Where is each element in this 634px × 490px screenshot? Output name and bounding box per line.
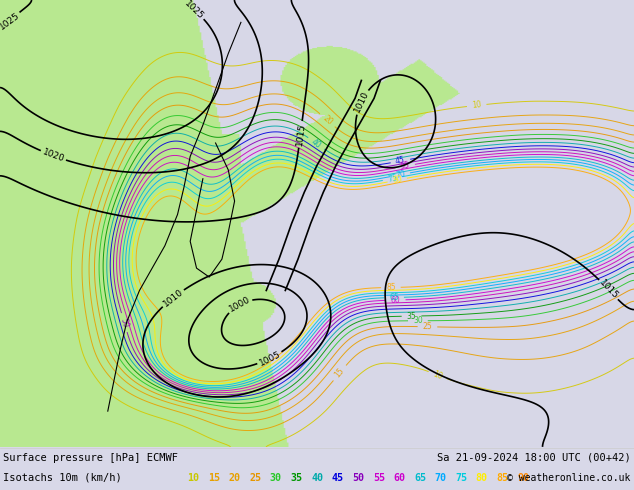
Text: © weatheronline.co.uk: © weatheronline.co.uk [507, 473, 631, 483]
Text: 75: 75 [387, 173, 398, 184]
Text: 30: 30 [413, 316, 423, 325]
Text: 65: 65 [414, 473, 426, 483]
Text: 10: 10 [472, 100, 482, 110]
Text: Surface pressure [hPa] ECMWF: Surface pressure [hPa] ECMWF [3, 453, 178, 463]
Text: 80: 80 [476, 473, 488, 483]
Text: 40: 40 [311, 473, 323, 483]
Text: 60: 60 [391, 295, 401, 305]
Text: 20: 20 [321, 114, 334, 127]
Text: 45: 45 [332, 473, 344, 483]
Text: 30: 30 [270, 473, 281, 483]
Text: 15: 15 [208, 473, 220, 483]
Text: 1010: 1010 [353, 90, 370, 114]
Text: 55: 55 [399, 161, 411, 171]
Text: 70: 70 [394, 170, 406, 180]
Text: Sa 21-09-2024 18:00 UTC (00+42): Sa 21-09-2024 18:00 UTC (00+42) [437, 453, 631, 463]
Text: 1010: 1010 [161, 287, 184, 309]
Text: 45: 45 [395, 156, 406, 166]
Text: 35: 35 [290, 473, 302, 483]
Text: 60: 60 [394, 473, 405, 483]
Text: 1020: 1020 [41, 147, 65, 164]
Text: 10: 10 [188, 473, 199, 483]
Text: 1000: 1000 [228, 295, 252, 314]
Text: 90: 90 [517, 473, 529, 483]
Text: 75: 75 [455, 473, 467, 483]
Text: 1015: 1015 [295, 122, 306, 147]
Text: 10: 10 [432, 369, 444, 381]
Text: 1015: 1015 [597, 278, 620, 301]
Text: 85: 85 [496, 473, 508, 483]
Text: 50: 50 [119, 317, 130, 328]
Text: 35: 35 [406, 312, 417, 320]
Text: 50: 50 [353, 473, 364, 483]
Text: 85: 85 [386, 283, 396, 292]
Text: 55: 55 [373, 473, 385, 483]
Text: 1025: 1025 [183, 0, 205, 21]
Text: 25: 25 [249, 473, 261, 483]
Text: 15: 15 [333, 367, 346, 380]
Text: 80: 80 [392, 175, 403, 185]
Text: 25: 25 [422, 322, 432, 331]
Text: Isotachs 10m (km/h): Isotachs 10m (km/h) [3, 473, 128, 483]
Text: 40: 40 [310, 137, 323, 150]
Text: 65: 65 [389, 293, 399, 302]
Text: 20: 20 [229, 473, 240, 483]
Text: 1025: 1025 [0, 11, 22, 32]
Text: 70: 70 [435, 473, 446, 483]
Text: 1005: 1005 [257, 349, 282, 368]
